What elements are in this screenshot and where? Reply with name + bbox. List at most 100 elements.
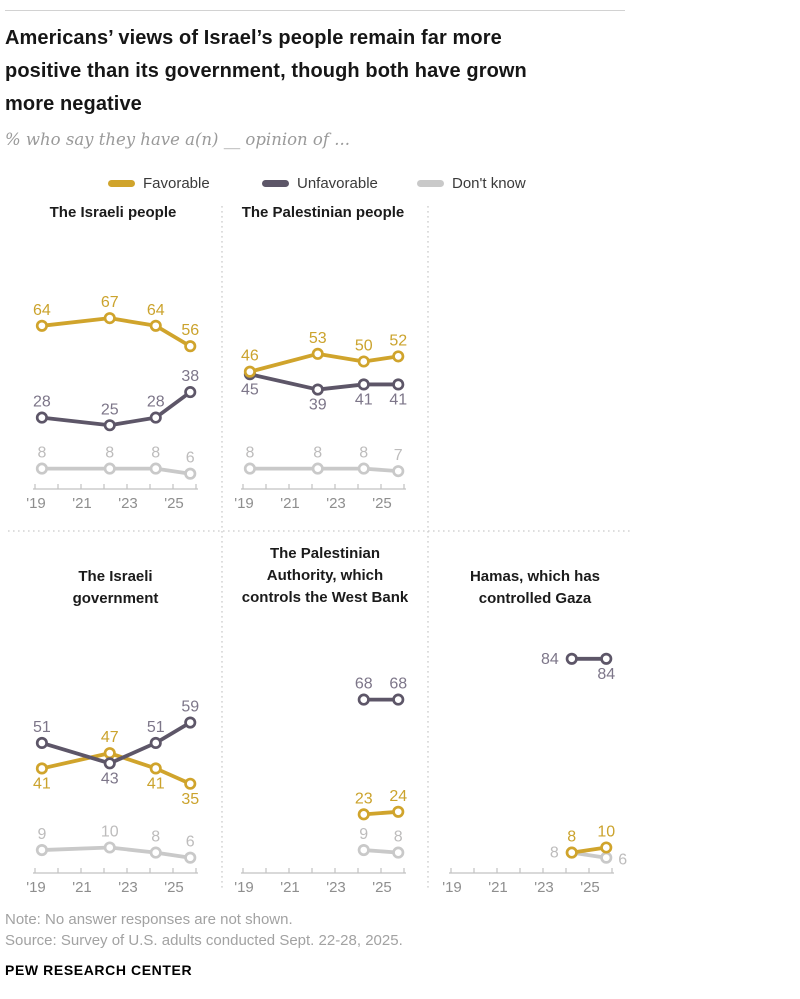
x-tick-label: '25 (372, 879, 392, 896)
data-label-favorable: 67 (101, 294, 119, 311)
data-point-unfavorable (184, 386, 197, 399)
legend-swatch-unfavorable (262, 180, 289, 187)
chart-title-hamas-which-has-controlled-gaza: Hamas, which has controlled Gaza (469, 568, 601, 607)
data-point-dont_know (35, 462, 48, 475)
series-line-unfavorable (40, 720, 193, 766)
series-line-dont_know (569, 850, 609, 860)
data-point-dont_know (565, 846, 578, 859)
data-point-favorable (357, 808, 370, 821)
report-title: Americans’ views of Israel’s people rema… (5, 27, 527, 115)
data-label-favorable: 35 (181, 791, 199, 808)
chart-title-the-palestinian-people: The Palestinian people (241, 204, 405, 221)
legend-item-favorable: Favorable (108, 175, 210, 192)
data-point-unfavorable (392, 378, 405, 391)
data-point-unfavorable (392, 693, 405, 706)
data-label-unfavorable: 59 (181, 699, 199, 716)
x-tick-label: '19 (26, 879, 46, 896)
data-point-favorable (392, 350, 405, 363)
chart-the-israeli-government: '19 '21 '23 '25 9 10 8 6 41 47 41 35 51 43 51 59 (26, 699, 199, 896)
series-line-favorable (247, 351, 401, 374)
brand-name: PEW RESEARCH CENTER (5, 962, 193, 978)
data-label-unfavorable: 25 (101, 401, 119, 418)
data-point-unfavorable (35, 411, 48, 424)
data-label-dont_know: 8 (550, 845, 559, 862)
x-tick-label: '25 (372, 495, 392, 512)
data-label-unfavorable: 28 (33, 394, 51, 411)
data-label-favorable: 23 (355, 790, 373, 807)
data-label-unfavorable: 45 (241, 381, 259, 398)
data-point-favorable (600, 841, 613, 854)
chart-title-the-israeli-government: The Israeli government (72, 568, 159, 607)
data-point-dont_know (184, 467, 197, 480)
data-label-favorable: 41 (147, 775, 165, 792)
data-point-dont_know (149, 846, 162, 859)
x-tick-label: '19 (234, 879, 254, 896)
chart-the-palestinian-authority-which-controls-the-west-bank: '19 '21 '23 '25 9 8 68 68 23 24 (234, 676, 407, 896)
data-point-unfavorable (311, 383, 324, 396)
data-point-unfavorable (600, 652, 613, 665)
data-point-unfavorable (357, 378, 370, 391)
data-point-favorable (392, 805, 405, 818)
data-point-favorable (184, 340, 197, 353)
data-label-favorable: 64 (33, 302, 51, 319)
chart-title-the-israeli-people: The Israeli people (49, 204, 177, 221)
legend-item-dont_know: Don't know (417, 175, 526, 192)
data-label-favorable: 41 (33, 775, 51, 792)
data-label-dont_know: 7 (394, 447, 403, 464)
x-tick-label: '19 (234, 495, 254, 512)
data-point-dont_know (184, 851, 197, 864)
x-tick-label: '21 (488, 879, 508, 896)
data-label-unfavorable: 51 (147, 719, 165, 736)
data-point-favorable (103, 312, 116, 325)
data-label-unfavorable: 84 (541, 651, 559, 668)
series-line-favorable (40, 316, 193, 349)
data-point-unfavorable (357, 693, 370, 706)
data-label-dont_know: 8 (37, 445, 46, 462)
data-label-dont_know: 6 (186, 450, 195, 467)
legend-label-unfavorable: Unfavorable (297, 175, 378, 192)
x-tick-label: '25 (580, 879, 600, 896)
legend-swatch-favorable (108, 180, 135, 187)
data-label-dont_know: 8 (105, 445, 114, 462)
data-label-dont_know: 8 (359, 445, 368, 462)
data-point-unfavorable (35, 736, 48, 749)
data-point-dont_know (311, 462, 324, 475)
report-subtitle: % who say they have a(n) __ opinion of .… (5, 130, 350, 149)
x-tick-label: '21 (72, 879, 92, 896)
series-line-favorable (361, 809, 401, 817)
data-label-dont_know: 9 (37, 826, 46, 843)
data-label-favorable: 50 (355, 338, 373, 355)
data-point-favorable (149, 319, 162, 332)
data-point-unfavorable (103, 757, 116, 770)
x-tick-label: '21 (72, 495, 92, 512)
legend-label-dont_know: Don't know (452, 175, 526, 192)
data-point-unfavorable (243, 368, 256, 381)
data-label-dont_know: 10 (101, 824, 119, 841)
data-point-favorable (311, 347, 324, 360)
data-label-favorable: 10 (597, 824, 615, 841)
series-line-unfavorable (40, 390, 193, 428)
data-label-unfavorable: 41 (355, 391, 373, 408)
data-label-dont_know: 6 (618, 852, 627, 869)
top-divider (5, 10, 625, 11)
series-line-unfavorable (247, 372, 401, 392)
data-label-unfavorable: 43 (101, 770, 119, 787)
series-line-dont_know (40, 845, 193, 860)
data-label-unfavorable: 68 (355, 676, 373, 693)
x-tick-label: '19 (442, 879, 462, 896)
data-point-unfavorable (103, 419, 116, 432)
data-label-unfavorable: 68 (389, 676, 407, 693)
data-label-unfavorable: 51 (33, 719, 51, 736)
x-tick-label: '23 (326, 879, 346, 896)
chart-hamas-which-has-controlled-gaza: '19 '21 '23 '25 8 6 84 84 8 10 (442, 651, 627, 896)
legend-swatch-dont_know (417, 180, 444, 187)
data-label-dont_know: 8 (394, 829, 403, 846)
data-point-unfavorable (149, 736, 162, 749)
x-tick-label: '21 (280, 879, 300, 896)
data-label-dont_know: 9 (359, 826, 368, 843)
data-point-favorable (149, 762, 162, 775)
data-point-dont_know (357, 843, 370, 857)
data-point-unfavorable (184, 716, 197, 729)
x-tick-label: '25 (164, 495, 184, 512)
